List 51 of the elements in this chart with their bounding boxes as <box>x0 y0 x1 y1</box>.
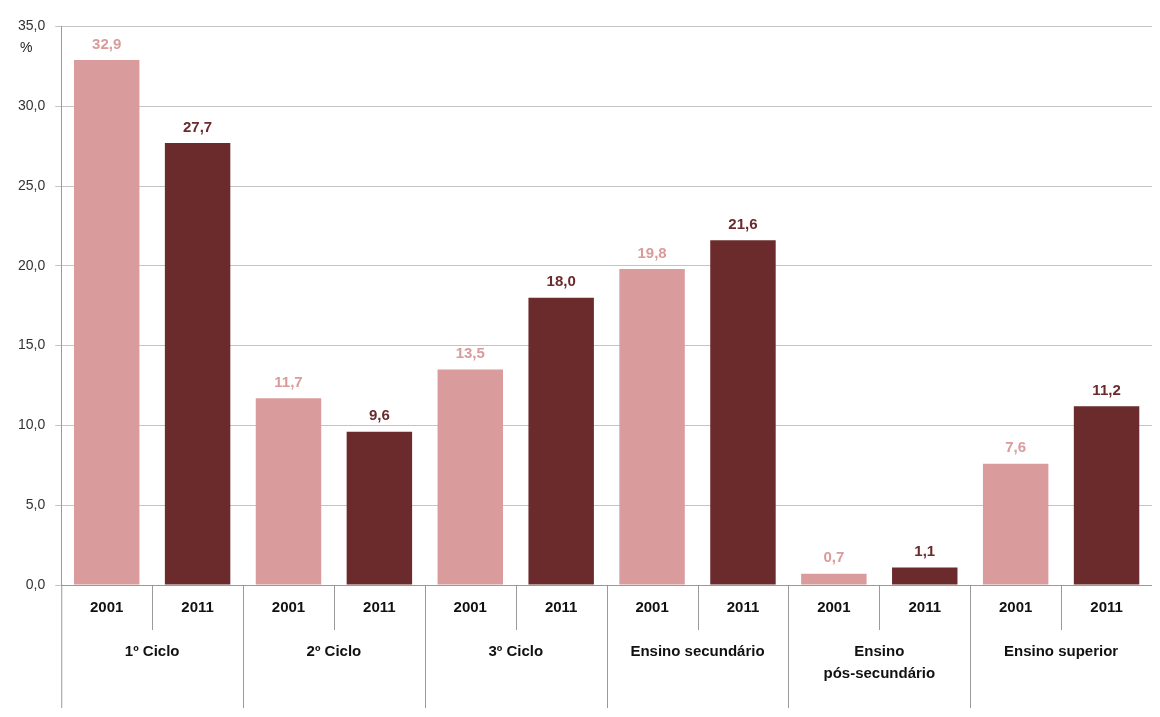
text: 2011 <box>363 597 396 615</box>
y-tick-label: 30,0 <box>18 97 46 114</box>
bar <box>73 59 140 585</box>
text: 2001 <box>453 597 487 615</box>
bar <box>1073 406 1140 585</box>
data-label: 27,7 <box>182 117 213 135</box>
bar <box>164 142 231 585</box>
data-label: 13,5 <box>455 344 485 362</box>
x-tick-label: 1º Ciclo <box>124 642 180 660</box>
data-label: 9,6 <box>368 406 390 424</box>
x-tick-label: Ensino pós-secundário <box>823 642 936 682</box>
bar <box>710 240 776 585</box>
y-tick-label: 0,0 <box>25 575 46 592</box>
text: 2001 <box>271 597 306 615</box>
bar <box>801 573 867 585</box>
bar <box>892 567 958 585</box>
bar <box>255 398 322 585</box>
x-tick-label: 2º Ciclo <box>306 642 362 660</box>
text: 2011 <box>544 597 578 615</box>
series-label: 2011 <box>181 597 214 615</box>
text: 2001 <box>817 597 851 615</box>
y-tick-label: 5,0 <box>25 496 46 513</box>
text: 2001 <box>635 597 669 615</box>
bar <box>982 463 1049 585</box>
x-tick-label: Ensino secundário <box>630 642 765 660</box>
text: 2011 <box>908 597 942 615</box>
x-tick-label: 3º Ciclo <box>488 642 544 660</box>
data-label: 19,8 <box>637 243 667 261</box>
bar <box>437 369 503 585</box>
data-label: 1,1 <box>914 542 936 560</box>
data-label: 21,6 <box>728 214 758 232</box>
y-tick-label: 25,0 <box>18 176 46 193</box>
bar <box>346 431 413 585</box>
y-axis-title: % <box>20 39 33 56</box>
bar <box>528 297 594 585</box>
bar <box>619 268 685 585</box>
y-tick-label: 35,0 <box>18 17 46 34</box>
text: 2011 <box>726 597 760 615</box>
data-label: 32,9 <box>92 34 122 52</box>
series-label: 2001 <box>90 597 124 615</box>
text: 2001 <box>998 597 1033 615</box>
text: 2011 <box>1090 597 1123 615</box>
y-tick-label: 15,0 <box>18 336 46 353</box>
data-label: 18,0 <box>546 272 576 290</box>
y-tick-label: 10,0 <box>18 416 46 433</box>
data-label: 11,2 <box>1092 380 1121 398</box>
data-label: 0,7 <box>823 548 845 566</box>
x-tick-label: Ensino superior <box>1004 642 1119 660</box>
data-label: 7,6 <box>1005 438 1027 456</box>
y-tick-label: 20,0 <box>18 256 46 273</box>
data-label: 11,7 <box>274 372 303 390</box>
